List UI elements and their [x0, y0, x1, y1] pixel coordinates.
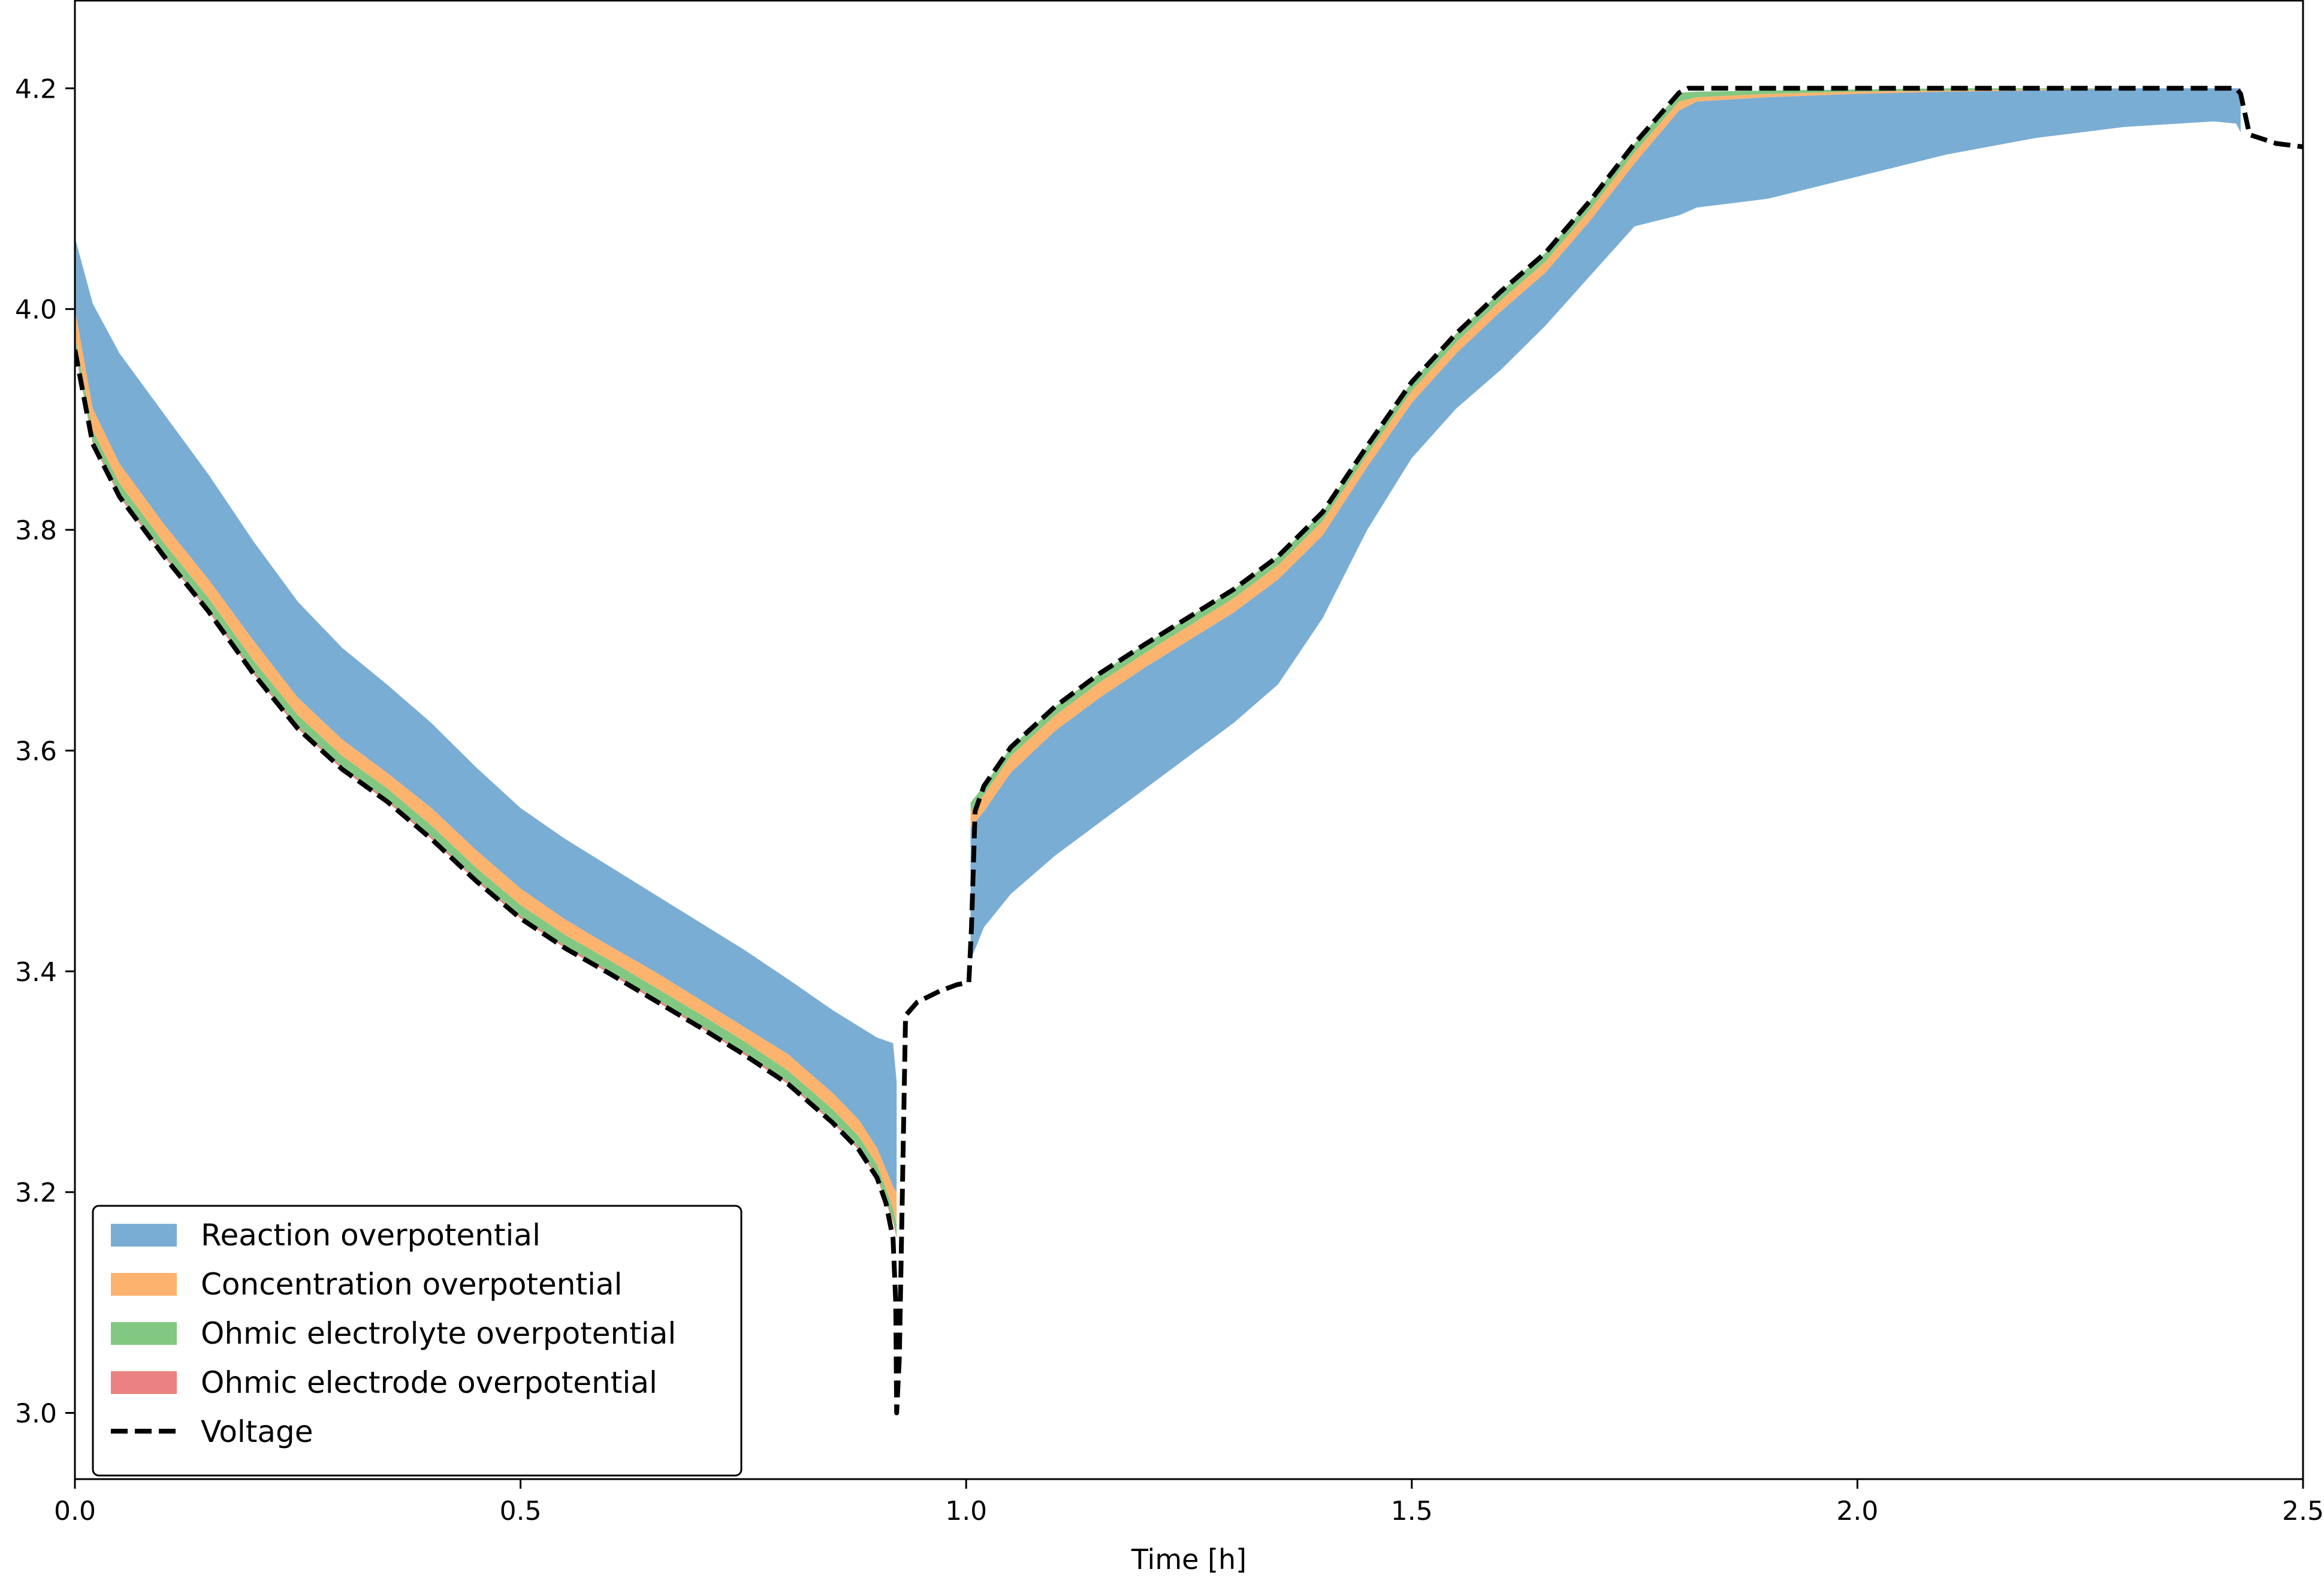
x-axis-label: Time [h]	[1131, 1543, 1246, 1576]
legend-swatch	[111, 1371, 177, 1394]
x-tick-label: 1.0	[945, 1496, 987, 1526]
legend-item: Reaction overpotential	[111, 1218, 541, 1253]
y-tick-label: 4.2	[15, 74, 57, 104]
y-tick-label: 3.4	[15, 957, 57, 988]
x-tick-label: 2.0	[1836, 1496, 1878, 1526]
y-tick-label: 3.8	[15, 515, 57, 546]
x-tick-label: 0.5	[500, 1496, 542, 1526]
voltage-line	[75, 86, 2303, 1416]
legend-label: Voltage	[201, 1414, 313, 1449]
ohmic-electrolyte-overpotential-band	[75, 336, 897, 1236]
x-tick-label: 1.5	[1391, 1496, 1433, 1526]
y-tick-label: 3.0	[15, 1398, 57, 1429]
axes-layer: 0.0 0.5 1.0 1.5 2.0 2.5 3.0 3.2 3.4 3.6 3.8 4.0 4.2 T…	[15, 0, 2324, 1576]
x-tick-label: 0.0	[54, 1496, 96, 1526]
plot-frame	[74, 0, 2304, 1480]
legend-swatch	[111, 1322, 177, 1345]
legend-label: Ohmic electrolyte overpotential	[201, 1316, 676, 1351]
legend-label: Ohmic electrode overpotential	[201, 1365, 657, 1400]
legend: Reaction overpotential Concentration over…	[92, 1205, 743, 1477]
y-tick-label: 3.6	[15, 736, 57, 767]
voltage-layer	[75, 86, 2303, 1416]
legend-swatch	[111, 1273, 177, 1296]
y-tick-label: 4.0	[15, 295, 57, 325]
legend-box	[92, 1205, 743, 1477]
legend-label: Reaction overpotential	[201, 1218, 541, 1253]
bands-layer	[75, 88, 2241, 1239]
legend-item: Ohmic electrolyte overpotential	[111, 1316, 676, 1351]
x-tick-label: 2.5	[2282, 1496, 2324, 1526]
legend-item: Concentration overpotential	[111, 1267, 623, 1302]
reaction-overpotential-band	[75, 237, 897, 1193]
legend-swatch	[111, 1224, 177, 1247]
y-tick-label: 3.2	[15, 1178, 57, 1208]
legend-item: Voltage	[111, 1414, 313, 1449]
reaction-overpotential-band	[970, 88, 2241, 961]
legend-item: Ohmic electrode overpotential	[111, 1365, 657, 1400]
concentration-overpotential-band	[75, 309, 897, 1226]
legend-label: Concentration overpotential	[201, 1267, 623, 1302]
